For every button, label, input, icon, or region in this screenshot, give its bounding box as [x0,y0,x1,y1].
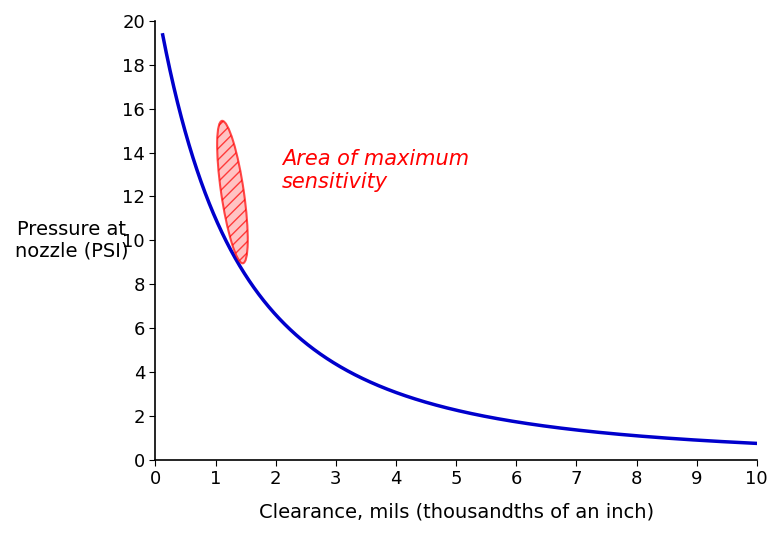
Y-axis label: Pressure at
nozzle (PSI): Pressure at nozzle (PSI) [15,220,128,261]
Ellipse shape [217,121,248,263]
X-axis label: Clearance, mils (thousandths of an inch): Clearance, mils (thousandths of an inch) [259,502,654,521]
Text: Area of maximum
sensitivity: Area of maximum sensitivity [282,149,469,192]
